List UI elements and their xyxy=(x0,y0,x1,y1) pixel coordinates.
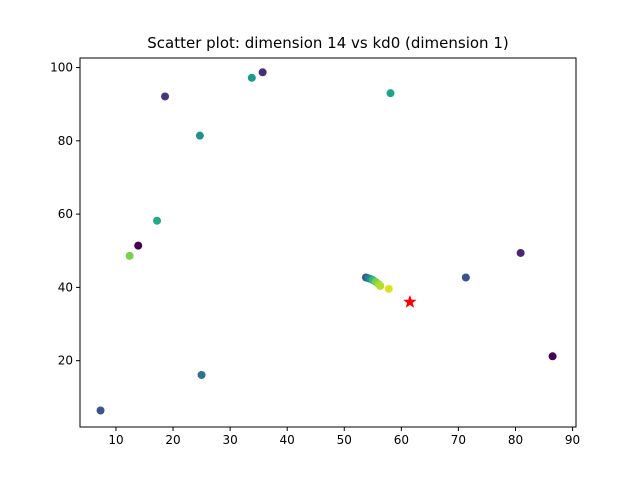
data-point xyxy=(548,352,557,361)
x-tick-label: 50 xyxy=(337,433,352,447)
y-tick-label: 80 xyxy=(58,134,73,148)
y-tick-label: 20 xyxy=(58,354,73,368)
y-tick-label: 40 xyxy=(58,280,73,294)
data-point xyxy=(96,406,105,415)
data-point xyxy=(125,251,134,260)
data-point xyxy=(134,241,143,250)
x-tick-label: 90 xyxy=(565,433,580,447)
data-point xyxy=(258,68,267,77)
x-tick-label: 10 xyxy=(108,433,123,447)
x-tick-label: 40 xyxy=(280,433,295,447)
data-point xyxy=(384,284,393,293)
data-point xyxy=(386,89,395,98)
data-point xyxy=(197,370,206,379)
plot-frame xyxy=(79,57,577,428)
y-tick-label: 100 xyxy=(50,61,73,75)
y-tick-label: 60 xyxy=(58,207,73,221)
query-point-star xyxy=(402,294,417,308)
data-point xyxy=(461,273,470,282)
data-point xyxy=(247,73,256,82)
x-tick-label: 20 xyxy=(165,433,180,447)
data-point xyxy=(153,216,162,225)
data-point xyxy=(161,92,170,101)
axis-ticks: 10 20 30 40 50 60 70 80 90 20 40 60 80 100 xyxy=(50,61,580,447)
data-point xyxy=(195,131,204,140)
data-point xyxy=(376,281,385,290)
x-tick-label: 60 xyxy=(394,433,409,447)
x-tick-label: 80 xyxy=(508,433,523,447)
data-points xyxy=(96,68,557,415)
data-point xyxy=(516,248,525,257)
chart-title: Scatter plot: dimension 14 vs kd0 (dimen… xyxy=(147,34,509,52)
x-tick-label: 30 xyxy=(222,433,237,447)
x-tick-label: 70 xyxy=(451,433,466,447)
